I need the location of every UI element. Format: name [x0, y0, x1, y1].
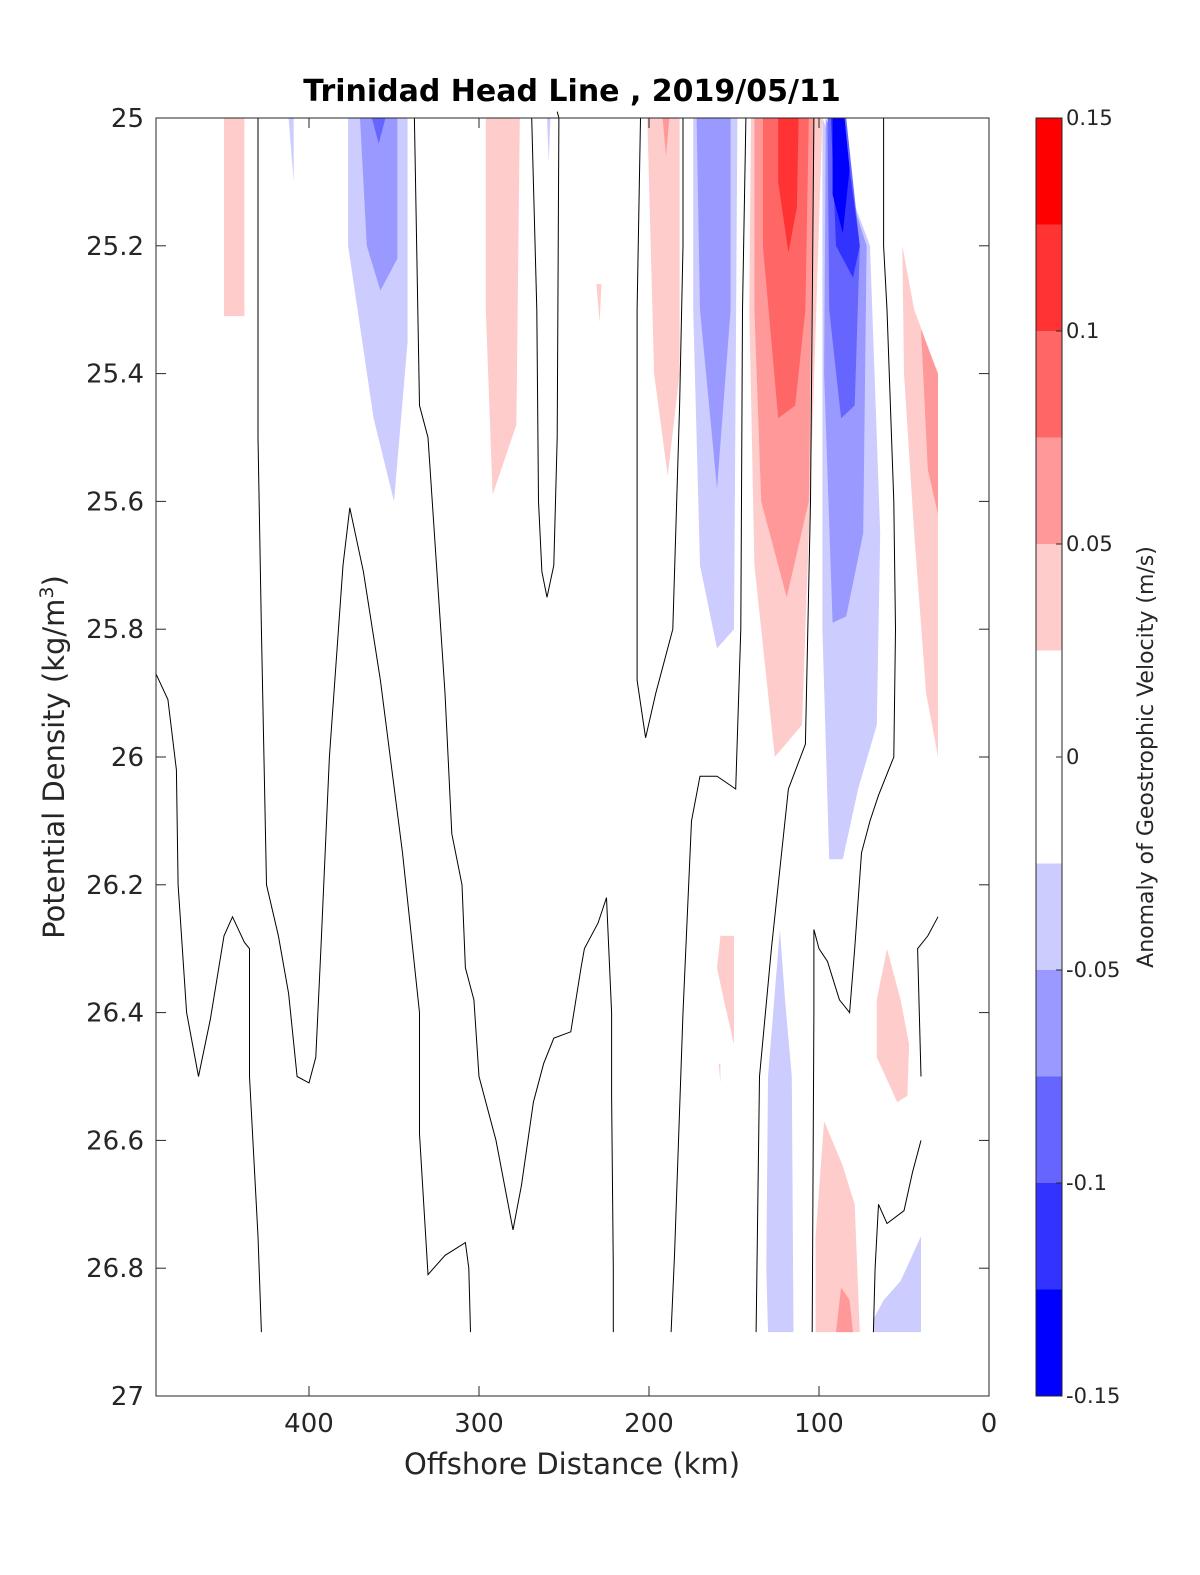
filled-contour-region-15	[778, 118, 799, 253]
colorbar-tick-label: 0.1	[1066, 319, 1099, 343]
x-axis-title: Offshore Distance (km)	[404, 1447, 740, 1481]
colorbar-band-2	[1036, 331, 1062, 438]
zero-contour-line-9	[917, 916, 939, 1077]
colorbar-tick-label: 0.05	[1066, 532, 1113, 556]
filled-contour-region-7	[596, 284, 602, 323]
zero-contour-line-8	[872, 1140, 922, 1333]
chart-title: Trinidad Head Line , 2019/05/11	[303, 74, 840, 109]
colorbar-tick-label: -0.05	[1066, 958, 1120, 982]
y-tick-label: 25.8	[86, 615, 144, 645]
y-tick-label: 26.2	[86, 871, 144, 901]
y-axis-title-close: )	[37, 575, 71, 586]
zero-contour-line-6	[755, 117, 815, 1333]
zero-contour-lines	[155, 111, 939, 1333]
colorbar-band-7	[1036, 970, 1062, 1077]
colorbar-ticks: 0.15 0.1 0.05 0 -0.05 -0.1 -0.15	[1056, 106, 1120, 1408]
x-tick-label: 0	[981, 1409, 998, 1439]
y-axis-title-superscript: 3	[36, 586, 58, 598]
filled-contour-region-1	[288, 118, 294, 182]
colorbar: 0.15 0.1 0.05 0 -0.05 -0.1 -0.15	[1035, 106, 1120, 1408]
filled-contour-region-23	[717, 935, 734, 1045]
colorbar-band-9	[1036, 1183, 1062, 1290]
colorbar-band-8	[1036, 1076, 1062, 1183]
filled-contour-region-26	[815, 1121, 860, 1333]
colorbar-band-4	[1036, 544, 1062, 651]
x-tick-label: 400	[284, 1409, 334, 1439]
filled-contour-region-4	[371, 118, 386, 144]
zero-contour-line-3	[531, 111, 560, 598]
plot-area: 400 300 200 100 0 25 25.2 25.4 25.6 25.8 26 26.2 26…	[86, 104, 997, 1439]
filled-contour-region-5	[485, 118, 520, 495]
filled-contour-region-27	[836, 1287, 853, 1333]
y-tick-label: 26.8	[86, 1254, 144, 1284]
filled-contour-region-25	[766, 929, 794, 1333]
filled-contours	[224, 118, 938, 1333]
zero-contour-line-4	[636, 117, 684, 738]
colorbar-band-3	[1036, 437, 1062, 544]
y-tick-label: 26.4	[86, 999, 144, 1029]
colorbar-band-0	[1036, 118, 1062, 225]
colorbar-band-1	[1036, 224, 1062, 331]
zero-contour-line-0	[155, 673, 262, 1333]
x-tick-label: 100	[794, 1409, 844, 1439]
filled-contour-region-29	[873, 1236, 921, 1333]
zero-contour-line-2	[413, 117, 614, 1333]
x-tick-label: 200	[624, 1409, 674, 1439]
filled-contour-region-0	[224, 118, 245, 317]
filled-contour-region-20	[832, 118, 850, 233]
filled-contour-region-8	[647, 118, 680, 476]
y-tick-label: 25.2	[86, 232, 144, 262]
colorbar-tick-label: 0	[1066, 745, 1079, 769]
y-tick-label: 26	[111, 743, 144, 773]
filled-contour-region-11	[696, 118, 731, 489]
colorbar-tick-label: -0.1	[1066, 1171, 1107, 1195]
y-tick-label: 25.4	[86, 360, 144, 390]
colorbar-tick-label: 0.15	[1066, 106, 1113, 130]
zero-contour-line-1	[257, 118, 471, 1333]
colorbar-tick-label: -0.15	[1066, 1384, 1120, 1408]
filled-contour-region-6	[547, 118, 551, 163]
y-tick-label: 26.6	[86, 1126, 144, 1156]
y-tick-label: 25.6	[86, 487, 144, 517]
y-axis-title-main: Potential Density (kg/m	[37, 599, 71, 939]
filled-contour-region-3	[360, 118, 398, 291]
y-tick-label: 27	[111, 1382, 144, 1412]
filled-contour-region-9	[662, 118, 670, 157]
x-tick-label: 300	[454, 1409, 504, 1439]
x-axis-ticks: 400 300 200 100 0	[284, 118, 997, 1439]
y-axis-title: Potential Density (kg/m3)	[36, 575, 71, 939]
filled-contour-region-28	[876, 948, 910, 1103]
y-axis-ticks: 25 25.2 25.4 25.6 25.8 26 26.2 26.4 26.6 26.8 27	[86, 104, 989, 1412]
colorbar-title: Anomaly of Geostrophic Velocity (m/s)	[1134, 546, 1159, 968]
zero-contour-line-5	[670, 117, 747, 1333]
zero-contour-line-7	[811, 118, 897, 1333]
colorbar-band-10	[1036, 1289, 1062, 1396]
filled-contour-region-24	[718, 1063, 721, 1083]
filled-contour-region-14	[762, 118, 809, 419]
colorbar-band-6	[1036, 863, 1062, 970]
colorbar-bands	[1036, 118, 1062, 1396]
filled-contour-region-22	[921, 328, 938, 515]
y-tick-label: 25	[111, 104, 144, 134]
